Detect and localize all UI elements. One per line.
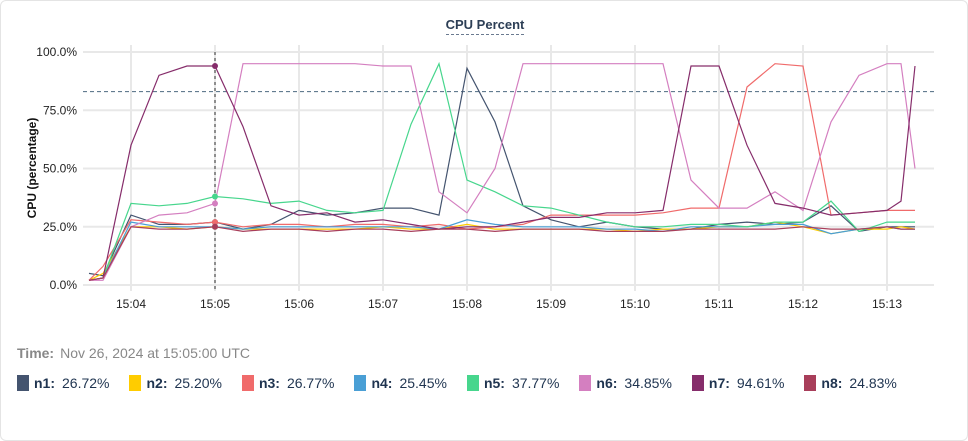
y-tick-label: 0.0% <box>50 278 78 292</box>
x-tick-label: 15:12 <box>788 297 818 311</box>
series-line-n5 <box>88 61 915 281</box>
legend-name: n4: <box>371 375 393 391</box>
legend-value: 37.77% <box>511 375 560 391</box>
legend-item-n8[interactable]: n8: 24.83% <box>804 373 897 393</box>
x-tick-label: 15:13 <box>872 297 902 311</box>
hover-point-n6 <box>212 200 218 207</box>
legend-swatch <box>579 375 592 391</box>
legend-value: 26.72% <box>62 375 110 391</box>
series-line-n6 <box>89 63 916 281</box>
time-value: Nov 26, 2024 at 15:05:00 UTC <box>60 345 250 361</box>
y-tick-label: 100.0% <box>36 45 77 59</box>
legend-item-n7[interactable]: n7: 94.61% <box>691 373 785 393</box>
chart-title[interactable]: CPU Percent <box>445 17 525 35</box>
hover-point-n5 <box>212 193 218 200</box>
series-line-n3 <box>88 63 915 281</box>
x-tick-label: 15:06 <box>284 297 314 311</box>
y-tick-label: 75.0% <box>43 103 77 117</box>
x-tick-label: 15:07 <box>368 297 398 311</box>
y-tick-label: 25.0% <box>43 220 77 234</box>
legend-name: n6: <box>596 375 618 391</box>
legend-swatch <box>466 375 479 391</box>
legend-value: 24.83% <box>849 375 897 391</box>
x-tick-label: 15:11 <box>704 297 733 311</box>
series-line-n1 <box>88 66 915 277</box>
legend-swatch <box>354 375 367 391</box>
legend-name: n3: <box>258 375 280 391</box>
legend-value: 94.61% <box>736 375 785 391</box>
x-tick-label: 15:05 <box>200 297 230 311</box>
cpu-line-chart[interactable]: 0.0% 25.0% 50.0% 75.0% 100.0% 15:04 15:05 15:06… <box>1 1 968 331</box>
legend-name: n1: <box>34 375 55 391</box>
chart-title-wrap: CPU Percent <box>1 16 967 35</box>
legend-swatch <box>129 375 142 391</box>
legend-item-n5[interactable]: n5: 37.77% <box>466 373 560 393</box>
legend: n1: 26.72% n2: 25.20% n3: 26.77% n4: 25.45% n5: 3… <box>17 373 957 393</box>
legend-name: n2: <box>146 375 168 391</box>
legend-name: n5: <box>483 375 505 391</box>
legend-swatch <box>691 375 704 391</box>
legend-item-n2[interactable]: n2: 25.20% <box>129 373 222 393</box>
legend-item-n3[interactable]: n3: 26.77% <box>241 373 335 393</box>
hover-point-n8 <box>212 223 218 230</box>
x-tick-label: 15:10 <box>620 297 650 311</box>
legend-value: 25.20% <box>174 375 222 391</box>
legend-value: 25.45% <box>399 375 447 391</box>
legend-item-n4[interactable]: n4: 25.45% <box>354 373 447 393</box>
legend-swatch <box>17 375 29 391</box>
series-line-n8 <box>88 226 915 281</box>
x-tick-label: 15:09 <box>536 297 566 311</box>
hover-time: Time: Nov 26, 2024 at 15:05:00 UTC <box>17 345 250 361</box>
x-tick-label: 15:08 <box>452 297 482 311</box>
hover-point-n3 <box>212 219 218 226</box>
legend-swatch <box>804 375 817 391</box>
y-axis-label: CPU (percentage) <box>25 118 39 219</box>
legend-item-n6[interactable]: n6: 34.85% <box>579 373 672 393</box>
legend-swatch <box>241 375 254 391</box>
legend-name: n8: <box>821 375 843 391</box>
time-label: Time: <box>17 345 55 361</box>
legend-value: 26.77% <box>286 375 335 391</box>
series-line-n7 <box>88 65 916 281</box>
x-tick-label: 15:04 <box>116 297 146 311</box>
legend-item-n1[interactable]: n1: 26.72% <box>17 373 109 393</box>
legend-value: 34.85% <box>624 375 672 391</box>
legend-name: n7: <box>708 375 730 391</box>
y-tick-label: 50.0% <box>43 162 77 176</box>
hover-point-n7 <box>212 62 218 69</box>
